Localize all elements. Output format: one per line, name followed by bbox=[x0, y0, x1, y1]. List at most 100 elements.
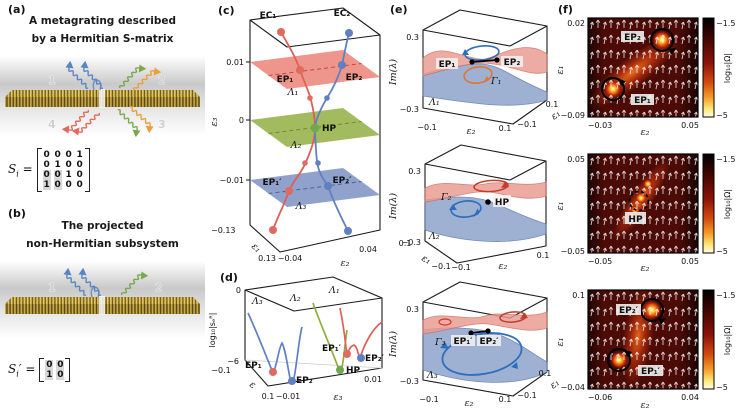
z-tick-0: 0 bbox=[236, 286, 241, 295]
y-tick-min: −0.1 bbox=[431, 262, 450, 271]
hp-dot bbox=[336, 366, 344, 374]
loop-blue bbox=[450, 200, 482, 218]
x-axis-label: ε₂ bbox=[641, 263, 650, 272]
label-bg bbox=[436, 58, 458, 69]
wave-arrows bbox=[63, 267, 149, 298]
surface-blue bbox=[424, 196, 547, 242]
lambda1-label: Λ₁ bbox=[428, 97, 440, 108]
ep2-dot bbox=[494, 57, 500, 63]
panel-e3-imlambda-plot: EP₁′ EP₂′ Γ₃ Λ₃ 0.3 −0.3 Im(λ) −0.1 ε₂ 0… bbox=[388, 281, 560, 409]
y-axis-label: ε₁ bbox=[555, 66, 566, 75]
panel-a-metagrating-illustration: 1 2 4 3 bbox=[0, 56, 205, 138]
wave-blue-uturn bbox=[92, 79, 102, 91]
ep1-prime-dot bbox=[285, 187, 293, 195]
loop-blue-arrow bbox=[440, 342, 449, 349]
z-axis-label: Im(λ) bbox=[388, 193, 399, 220]
z-axis-ticks bbox=[246, 61, 250, 181]
x-tick-min: −0.1 bbox=[419, 395, 438, 404]
wave-red-2 bbox=[71, 112, 101, 136]
panel-b-title-line1: The projected bbox=[61, 220, 144, 232]
metagrating-slab bbox=[5, 89, 200, 108]
x-tick-min: −0.1 bbox=[211, 366, 230, 375]
hp-label: HP bbox=[495, 198, 510, 208]
panel-b-metagrating-illustration: 1 2 bbox=[0, 261, 205, 339]
panel-b-title-line2: non-Hermitian subsystem bbox=[26, 238, 179, 250]
ep1-prime-loop-arrow bbox=[625, 350, 632, 357]
x-tick-max: 0.13 bbox=[258, 254, 276, 263]
z-tick-m6: −6 bbox=[227, 357, 239, 366]
cb-tick-top: −1.5 bbox=[716, 19, 735, 28]
ec1-label: EC₁ bbox=[260, 11, 277, 21]
ep1-prime-dot bbox=[468, 330, 474, 336]
loop-blue-arrow bbox=[449, 204, 457, 210]
panel-f1-heatmap: (f) EP₂ EP₁ 0.02 −0.09 ε₁ −0.03 0.05 ε₂ … bbox=[555, 3, 735, 136]
loop-orange-arrow bbox=[483, 76, 489, 83]
lambda2-label: Λ₂ bbox=[428, 231, 440, 242]
wave-blue-uturn bbox=[90, 286, 100, 298]
x-tick-min: −0.1 bbox=[417, 123, 436, 132]
y-axis-label: ε₂ bbox=[341, 258, 350, 268]
wave-orange-tr bbox=[132, 67, 162, 91]
z-tick-001: 0.01 bbox=[226, 58, 244, 67]
z-tick-bottom: −0.3 bbox=[400, 105, 419, 114]
label-bg bbox=[477, 335, 501, 346]
ep1-prime-encircling-loop bbox=[606, 347, 632, 373]
wave-blue-1 bbox=[63, 267, 87, 297]
label-bg bbox=[621, 31, 644, 42]
label-bg bbox=[631, 94, 654, 105]
loop-red-arrow bbox=[520, 313, 528, 319]
ep1-prime-label: EP₁′ bbox=[262, 178, 282, 188]
colorbar: −1.5 −5 log₁₀|Ω| bbox=[702, 153, 735, 256]
y-tick-min: −0.01 bbox=[276, 392, 301, 401]
panel-e-label: (e) bbox=[390, 3, 408, 16]
ep1-dot bbox=[469, 59, 475, 65]
panel-e1-imlambda-plot: (e) EP₁ EP₂ Γ₁ Λ₁ 0.3 −0.3 Im(λ) −0.1 ε₂… bbox=[388, 3, 560, 136]
axes-box-top-face bbox=[249, 19, 381, 48]
x-tick-min: −0.06 bbox=[588, 393, 613, 402]
heatmap: EP₂ EP₁ bbox=[586, 17, 699, 118]
hp-dashed-circle bbox=[628, 190, 650, 212]
ep2-label: EP₂ bbox=[504, 58, 521, 68]
y-tick-min: −0.05 bbox=[560, 247, 585, 256]
z-tick-0: 0 bbox=[239, 116, 244, 125]
y-tick-max: 0.02 bbox=[567, 19, 585, 28]
ec1-dot bbox=[277, 28, 285, 36]
loop-blue-arrow2 bbox=[473, 208, 479, 217]
lambda2-label: Λ₂ bbox=[290, 140, 302, 151]
axes-box bbox=[424, 144, 547, 264]
port-2-label: 2 bbox=[158, 74, 166, 87]
wave-blue-2 bbox=[80, 60, 104, 90]
wave-arrows bbox=[61, 60, 162, 138]
gamma3-label: Γ₃ bbox=[434, 337, 446, 348]
wave-green-tr bbox=[118, 64, 147, 89]
axes-box bbox=[244, 276, 383, 387]
x-tick-max: 0.05 bbox=[681, 257, 699, 266]
x-tick-min: −0.13 bbox=[211, 226, 236, 235]
panel-c-label: (c) bbox=[218, 4, 235, 17]
panel-d-label: (d) bbox=[220, 271, 238, 284]
port-2-label: 2 bbox=[155, 281, 163, 294]
axes-box-top-face bbox=[244, 289, 383, 312]
hp-label: HP bbox=[322, 124, 337, 134]
axes-box-top-face bbox=[424, 160, 547, 181]
loop-red bbox=[473, 179, 509, 193]
y-axis-label: ε₁ bbox=[549, 108, 560, 122]
loop-orange bbox=[463, 66, 493, 84]
gamma2-label: Γ₂ bbox=[440, 192, 452, 203]
cb-tick-top: −1.5 bbox=[716, 155, 735, 164]
ep1-label: EP₁ bbox=[277, 75, 294, 85]
cb-tick-bottom: −5 bbox=[716, 111, 728, 120]
panel-c-3d-plot: (c) bbox=[209, 4, 381, 268]
port-3-label: 3 bbox=[158, 118, 166, 131]
lambda3-label: Λ₃ bbox=[426, 370, 438, 381]
z-axis-label: Im(λ) bbox=[388, 331, 399, 358]
cb-tick-bottom: −5 bbox=[716, 247, 728, 256]
surface-red bbox=[424, 181, 547, 203]
x-axis-label: ε₂ bbox=[641, 400, 650, 409]
wave-orange-br bbox=[129, 105, 154, 134]
loop-blue-arrow bbox=[462, 49, 469, 55]
ep-connecting-line bbox=[471, 59, 498, 63]
